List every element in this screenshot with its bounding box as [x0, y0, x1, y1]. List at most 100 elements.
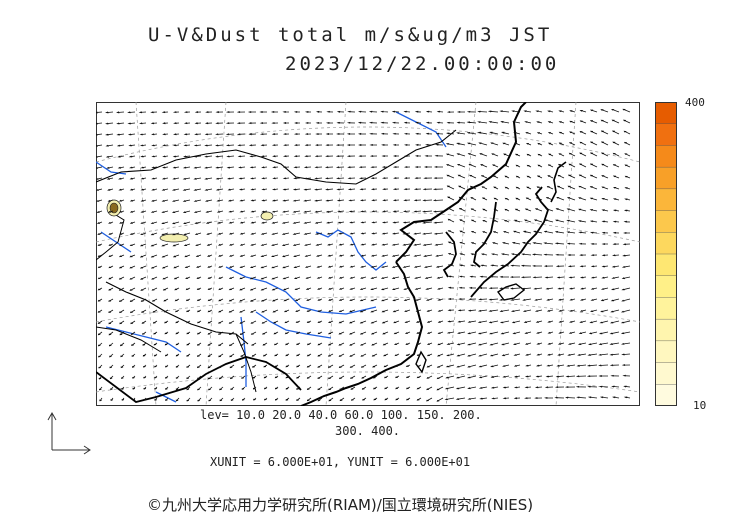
wind-arrow: [325, 199, 334, 202]
wind-arrow: [129, 166, 136, 169]
wind-arrow: [609, 342, 620, 345]
wind-arrow: [477, 331, 488, 335]
wind-arrow: [284, 309, 290, 313]
wind-arrow: [314, 188, 323, 191]
wind-arrow: [621, 342, 631, 345]
wind-arrow: [422, 243, 433, 246]
wind-arrow: [161, 232, 169, 236]
wind-arrow: [371, 210, 378, 213]
wind-arrow: [117, 166, 125, 169]
wind-arrow: [228, 221, 235, 224]
wind-arrow: [98, 386, 103, 391]
wind-arrow: [195, 243, 202, 246]
wind-arrow: [468, 298, 477, 301]
wind-arrow: [259, 133, 268, 136]
wind-arrow: [195, 254, 202, 257]
wind-arrow: [493, 197, 499, 201]
wind-arrow: [118, 199, 125, 202]
wind-arrow: [204, 155, 213, 158]
wind-arrow: [415, 143, 422, 146]
coastline-segment: [442, 231, 457, 278]
wind-arrow: [305, 276, 312, 279]
wind-arrow: [96, 133, 103, 136]
colorbar-segment: [655, 123, 677, 147]
wind-arrow: [282, 199, 290, 202]
wind-arrow: [555, 253, 565, 256]
wind-arrow: [140, 287, 147, 291]
wind-arrow: [171, 210, 180, 213]
wind-arrow: [545, 375, 554, 378]
wind-arrow: [590, 130, 598, 135]
wind-arrow: [579, 120, 587, 124]
wind-arrow: [458, 275, 466, 278]
wind-arrow: [271, 232, 279, 235]
wind-arrow: [478, 287, 487, 289]
coastline-segment: [96, 356, 302, 403]
wind-arrow: [489, 342, 499, 346]
wind-arrow: [194, 122, 202, 125]
wind-arrow: [317, 342, 323, 346]
wind-arrow: [536, 331, 543, 334]
wind-arrow: [314, 232, 323, 235]
wind-arrow: [349, 243, 356, 246]
wind-arrow: [358, 155, 367, 158]
wind-arrow: [426, 309, 433, 312]
wind-arrow: [458, 207, 466, 212]
wind-arrow: [119, 331, 125, 336]
wind-arrow: [314, 177, 323, 180]
wind-arrow: [282, 188, 290, 191]
wind-arrow: [105, 111, 114, 114]
wind-arrow: [624, 187, 631, 190]
wind-arrow: [97, 243, 103, 246]
wind-arrow: [413, 232, 422, 235]
wind-arrow: [514, 208, 521, 212]
wind-arrow: [425, 287, 433, 290]
wind-arrow: [207, 254, 213, 257]
wind-arrow: [182, 210, 191, 213]
wind-arrow: [525, 342, 532, 345]
wind-arrow: [469, 275, 477, 278]
wind-arrow: [555, 265, 565, 268]
wind-arrow: [338, 287, 345, 290]
wind-arrow: [536, 132, 543, 135]
wind-arrow: [304, 122, 311, 124]
wind-arrow: [391, 276, 400, 279]
wind-arrow: [621, 353, 631, 356]
wind-arrow: [600, 119, 609, 124]
wind-arrow: [405, 353, 411, 356]
wind-arrow: [478, 375, 488, 379]
wind-arrow: [292, 199, 301, 202]
wind-arrow: [382, 331, 389, 335]
wind-arrow: [140, 199, 147, 202]
wind-arrow: [316, 110, 323, 113]
wind-arrow: [194, 111, 202, 114]
wind-arrow: [610, 298, 620, 302]
wind-arrow: [414, 166, 421, 168]
wind-arrow: [119, 309, 125, 314]
wind-arrow: [172, 232, 180, 236]
wind-arrow: [107, 188, 114, 191]
wind-arrow: [601, 209, 609, 212]
wind-arrow: [106, 166, 114, 169]
wind-arrow: [569, 131, 576, 135]
wind-arrow: [118, 287, 125, 291]
wind-arrow: [501, 342, 510, 346]
wind-arrow: [446, 174, 455, 179]
wind-arrow: [306, 298, 312, 301]
wind-arrow: [579, 152, 587, 157]
wind-arrow: [416, 375, 422, 379]
wind-arrow: [601, 265, 609, 268]
wind-arrow: [218, 331, 224, 335]
wind-arrow: [197, 342, 202, 346]
wind-arrow: [503, 219, 510, 223]
wind-arrow: [579, 309, 587, 312]
wind-arrow: [130, 331, 136, 336]
wind-arrow: [96, 177, 103, 180]
wind-arrow: [601, 198, 609, 201]
wind-arrow: [567, 185, 576, 190]
wind-arrow: [623, 220, 631, 223]
wind-arrow: [349, 353, 356, 357]
wind-arrow: [436, 386, 444, 391]
wind-arrow: [304, 155, 312, 158]
wind-arrow: [588, 331, 598, 335]
